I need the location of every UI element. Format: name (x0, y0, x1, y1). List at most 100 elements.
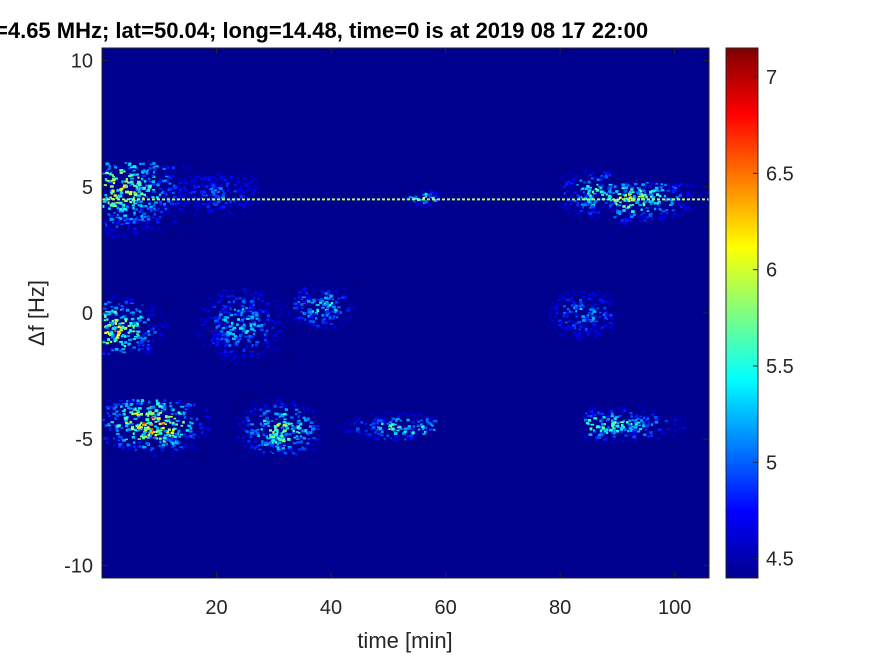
heat-cell (147, 333, 151, 336)
heat-cell (104, 302, 108, 306)
heat-cell (282, 336, 285, 340)
heat-cell (164, 434, 168, 437)
heat-cell (609, 429, 613, 432)
heat-cell (631, 419, 636, 422)
heat-cell (609, 336, 613, 339)
heat-cell (160, 449, 164, 452)
heat-cell (664, 196, 668, 199)
heat-cell (210, 184, 215, 186)
heat-cell (207, 176, 211, 180)
heat-cell (647, 435, 650, 438)
heat-cell (129, 422, 134, 425)
heat-cell (234, 296, 237, 299)
heat-cell (341, 286, 346, 290)
heat-cell (190, 295, 193, 299)
heat-cell (125, 402, 129, 404)
heat-cell (638, 204, 642, 207)
heat-cell (579, 325, 582, 328)
heat-cell (233, 190, 237, 193)
heat-cell (167, 329, 172, 331)
heat-cell (326, 314, 329, 317)
heat-cell (126, 422, 130, 425)
heat-cell (217, 348, 222, 351)
heat-cell (683, 207, 688, 211)
heat-cell (311, 448, 315, 451)
heat-cell (288, 448, 292, 451)
heat-cell (177, 411, 181, 415)
heat-cell (687, 183, 690, 186)
heat-cell (196, 333, 201, 336)
heat-cell (325, 301, 329, 303)
heat-cell (175, 442, 179, 445)
heat-cell (222, 176, 226, 179)
heat-cell (297, 300, 301, 304)
x-tick-label: 40 (320, 597, 342, 619)
heat-cell (126, 400, 129, 403)
heat-cell (298, 427, 302, 429)
heat-cell (612, 442, 615, 445)
heat-cell (597, 293, 600, 296)
heat-cell (139, 412, 143, 416)
heat-cell (269, 366, 272, 368)
heat-cell (281, 439, 286, 443)
heat-cell (152, 454, 157, 458)
heat-cell (132, 165, 137, 169)
heat-cell (301, 448, 306, 451)
heat-cell (177, 204, 182, 207)
heat-cell (109, 203, 112, 207)
heat-cell (282, 424, 286, 427)
heat-cell (650, 218, 654, 221)
heat-cell (125, 428, 129, 432)
heat-cell (433, 199, 437, 202)
heat-cell (131, 413, 134, 416)
heat-cell (225, 289, 228, 293)
heat-cell (557, 337, 560, 340)
heat-cell (212, 416, 216, 418)
heat-cell (180, 181, 183, 184)
heat-cell (380, 430, 384, 434)
heat-cell (625, 221, 629, 224)
heat-cell (197, 178, 200, 182)
heat-cell (222, 336, 227, 340)
heat-cell (391, 427, 395, 431)
heat-cell (163, 399, 167, 402)
heat-cell (135, 308, 138, 312)
heat-cell (417, 428, 421, 431)
heat-cell (672, 438, 676, 441)
heat-cell (254, 401, 258, 403)
heat-cell (217, 301, 221, 304)
heat-cell (356, 302, 360, 305)
heat-cell (265, 416, 269, 420)
heat-cell (148, 412, 153, 415)
heat-cell (291, 318, 296, 320)
heat-cell (556, 191, 559, 195)
heat-cell (213, 422, 217, 425)
heat-cell (233, 335, 238, 338)
heat-cell (579, 198, 582, 201)
heat-cell (121, 446, 125, 450)
heat-cell (262, 344, 266, 347)
heat-cell (245, 330, 249, 333)
heat-cell (267, 409, 271, 413)
heat-cell (181, 179, 184, 182)
heat-cell (356, 315, 360, 319)
heat-cell (178, 194, 181, 197)
heat-cell (192, 220, 197, 222)
heat-cell (198, 319, 203, 322)
heat-cell (233, 216, 237, 220)
heat-cell (174, 219, 178, 222)
heat-cell (102, 172, 106, 175)
heat-cell (618, 213, 622, 215)
heat-cell (155, 307, 158, 310)
heat-cell (106, 441, 109, 444)
heat-cell (337, 424, 341, 427)
heat-cell (153, 416, 157, 419)
heat-cell (242, 428, 246, 431)
heat-cell (656, 202, 659, 205)
heat-cell (290, 288, 293, 292)
heat-cell (121, 206, 125, 209)
heat-cell (140, 457, 143, 459)
heat-cell (603, 312, 606, 315)
heat-cell (187, 436, 192, 439)
heat-cell (168, 440, 172, 442)
